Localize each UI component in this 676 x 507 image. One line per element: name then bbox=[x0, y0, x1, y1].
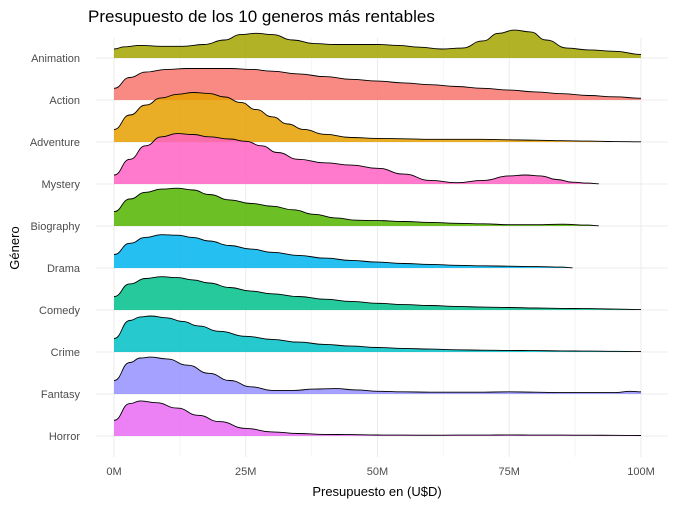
ridge-line-fantasy bbox=[113, 356, 642, 394]
ridge-area-animation bbox=[114, 30, 641, 58]
ridge-area-action bbox=[114, 68, 641, 100]
x-tick-label: 0M bbox=[106, 466, 121, 478]
y-tick-label-adventure: Adventure bbox=[30, 137, 80, 149]
y-tick-label-biography: Biography bbox=[30, 221, 80, 233]
y-tick-label-horror: Horror bbox=[49, 431, 81, 443]
y-tick-label-fantasy: Fantasy bbox=[41, 389, 81, 401]
y-tick-label-action: Action bbox=[49, 95, 80, 107]
ridge-line-horror bbox=[113, 400, 642, 436]
ridge-area-drama bbox=[114, 234, 573, 268]
ridge-area-fantasy bbox=[114, 357, 641, 394]
ridge-line-animation bbox=[113, 29, 642, 55]
ridge-area-comedy bbox=[114, 276, 641, 310]
y-axis-title: Género bbox=[7, 226, 22, 269]
x-axis-title: Presupuesto en (U$D) bbox=[312, 484, 441, 499]
ridge-line-mystery bbox=[113, 133, 599, 185]
ridge-area-mystery bbox=[114, 133, 599, 184]
ridge-area-adventure bbox=[114, 92, 641, 142]
ridge-line-adventure bbox=[113, 92, 642, 143]
y-tick-label-comedy: Comedy bbox=[39, 305, 80, 317]
x-tick-label: 100M bbox=[627, 466, 655, 478]
x-tick-label: 25M bbox=[235, 466, 256, 478]
y-tick-label-drama: Drama bbox=[47, 263, 81, 275]
ridge-line-drama bbox=[113, 234, 573, 269]
y-tick-label-animation: Animation bbox=[31, 53, 80, 65]
ridge-line-biography bbox=[113, 187, 599, 227]
chart-title: Presupuesto de los 10 generos más rentab… bbox=[88, 7, 435, 26]
ridge-line-crime bbox=[113, 315, 642, 353]
ridge-line-action bbox=[113, 68, 642, 99]
ridge-area-biography bbox=[114, 188, 599, 226]
x-tick-label: 75M bbox=[499, 466, 520, 478]
ridge-layer bbox=[113, 29, 642, 436]
ridge-area-crime bbox=[114, 316, 641, 352]
y-tick-label-mystery: Mystery bbox=[42, 179, 81, 191]
ridge-area-horror bbox=[114, 400, 641, 436]
y-tick-label-crime: Crime bbox=[51, 347, 80, 359]
ridge-line-comedy bbox=[113, 276, 642, 311]
x-tick-labels: 0M 25M 50M 75M 100M bbox=[106, 466, 654, 478]
y-tick-labels: Animation Action Adventure Mystery Biography… bbox=[30, 53, 81, 443]
x-tick-label: 50M bbox=[367, 466, 388, 478]
